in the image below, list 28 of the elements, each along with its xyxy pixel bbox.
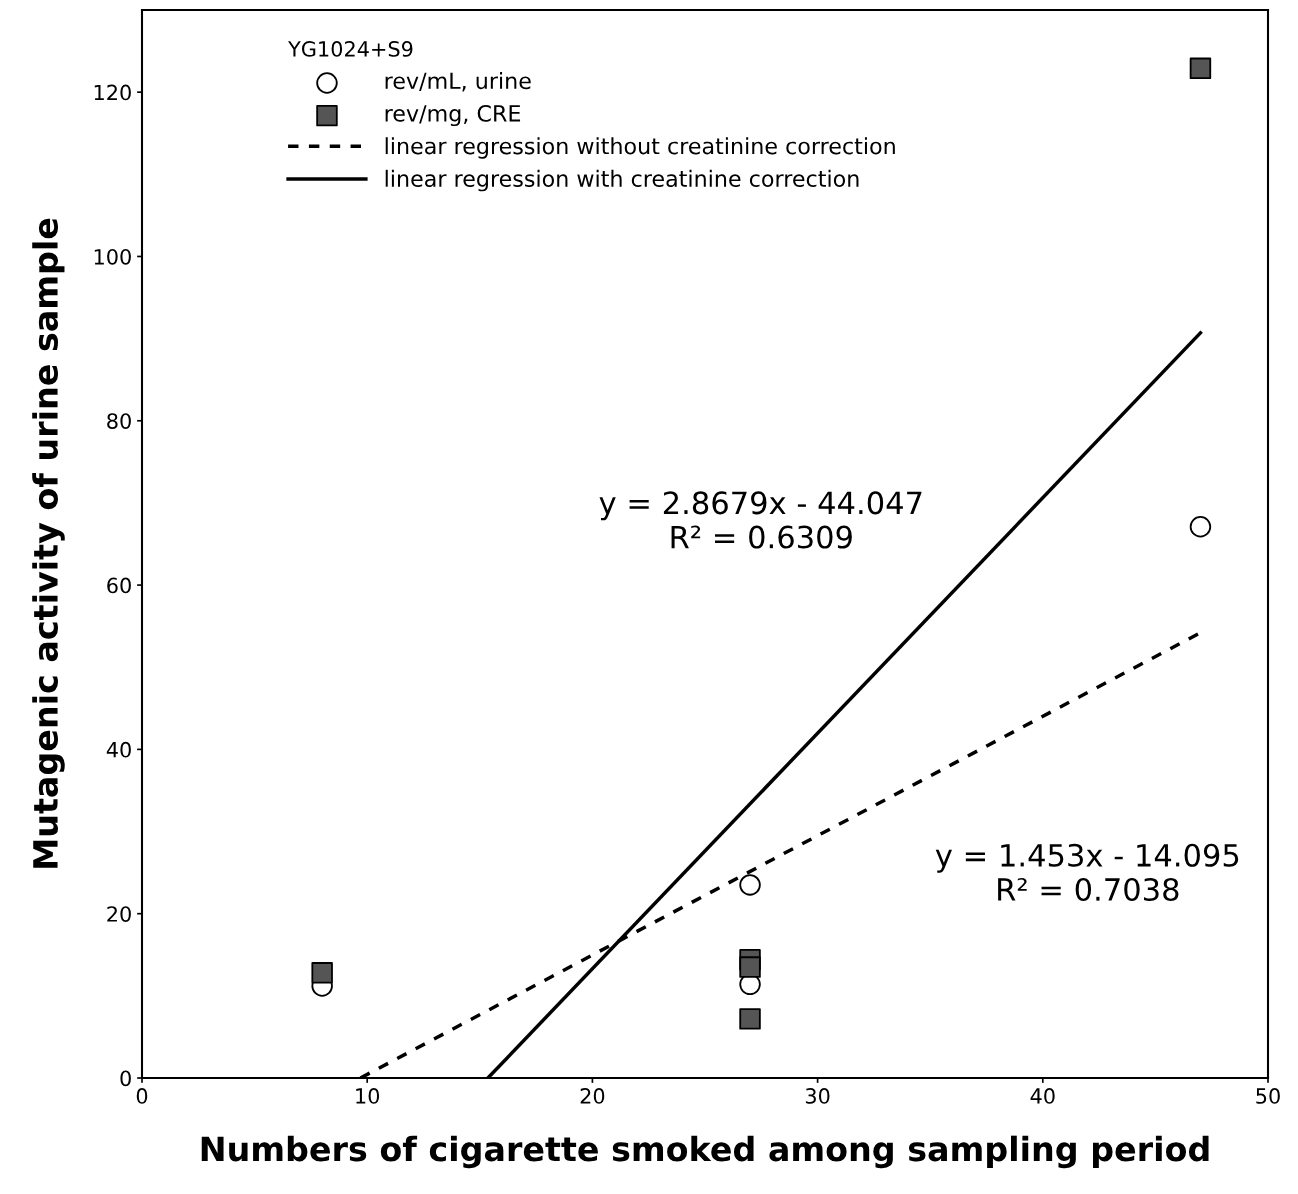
legend-label: rev/mg, CRE	[385, 104, 521, 127]
y-tick-label: 100	[94, 248, 131, 265]
y-tick-label: 20	[107, 906, 131, 922]
x-tick-label: 10	[356, 1088, 380, 1104]
x-axis-title: Numbers of cigarette smoked among sampling period	[201, 1135, 1209, 1169]
point	[739, 874, 761, 896]
point	[1189, 516, 1212, 538]
legend-label: rev/mL, urine	[385, 71, 531, 92]
x-tick-label: 40	[1030, 1088, 1055, 1104]
annotation: y = 2.8679x - 44.047 R² = 0.6309	[599, 491, 922, 549]
y-tick-label: 120	[94, 84, 131, 101]
legend-title: YG1024+S9	[288, 41, 413, 57]
y-tick-label: 80	[107, 413, 131, 429]
y-tick-label: 60	[107, 577, 131, 594]
point	[739, 1008, 761, 1030]
x-tick-label: 20	[580, 1088, 605, 1104]
legend-label: linear regression with creatinine correction	[385, 169, 859, 192]
annotation: y = 1.453x - 14.095 R² = 0.7038	[935, 843, 1239, 902]
point	[1189, 57, 1212, 80]
x-tick-label: 50	[1256, 1088, 1280, 1104]
x-tick-label: 30	[805, 1088, 830, 1104]
y-tick-label: 40	[106, 741, 131, 758]
legend-label: linear regression without creatinine correction	[385, 137, 895, 159]
y-tick-label: 0	[120, 1070, 131, 1087]
point	[739, 956, 761, 978]
y-axis-title: Mutagenic activity of urine sample	[32, 218, 65, 868]
point	[311, 962, 333, 984]
x-tick-label: 0	[136, 1088, 148, 1104]
